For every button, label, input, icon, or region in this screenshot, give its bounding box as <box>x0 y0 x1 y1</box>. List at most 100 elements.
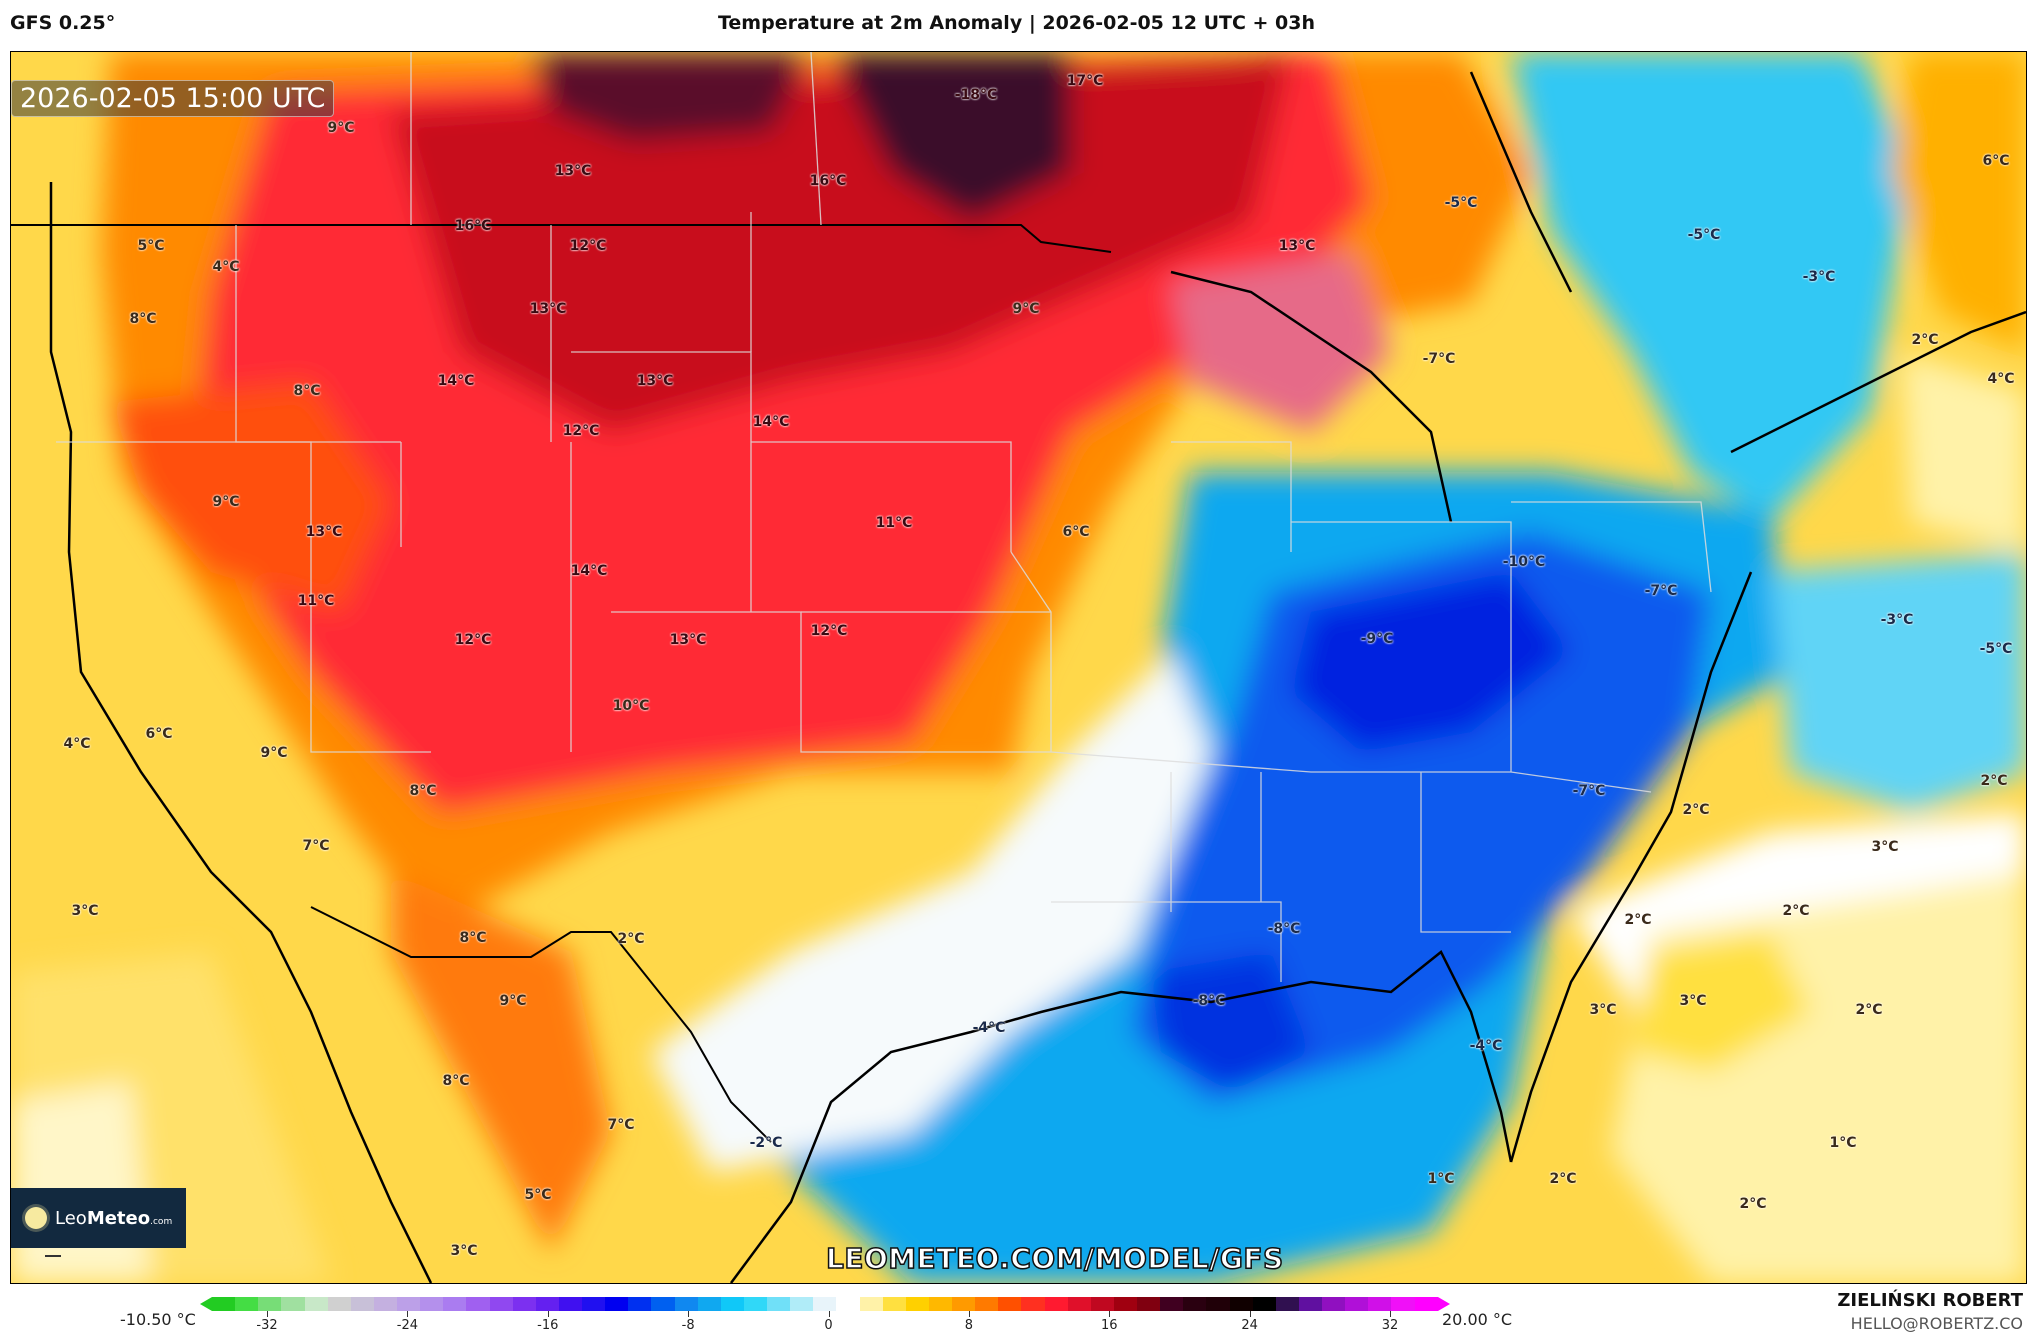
colorbar-max-label: 20.00 °C <box>1442 1310 1513 1329</box>
colorbar-swatch <box>882 1297 906 1311</box>
colorbar-swatch <box>235 1297 259 1311</box>
temperature-label: 3°C <box>71 903 99 919</box>
colorbar-tick-mark <box>1390 1311 1391 1317</box>
temperature-label: 5°C <box>524 1187 552 1203</box>
temperature-label: -18°C <box>954 87 998 103</box>
temperature-label: 2°C <box>1855 1002 1883 1018</box>
temperature-label: 13°C <box>529 301 567 317</box>
temperature-label: 13°C <box>669 632 707 648</box>
colorbar-tick-label: 16 <box>1100 1318 1118 1333</box>
temperature-label: 13°C <box>305 524 343 540</box>
colorbar-tick-label: 32 <box>1381 1318 1399 1333</box>
temperature-label: 4°C <box>1987 371 2015 387</box>
colorbar-swatch <box>512 1297 536 1311</box>
colorbar-swatch <box>1275 1297 1299 1311</box>
temperature-anomaly-map[interactable]: 2026-02-05 15:00 UTC 9°C 13°C 16°C -18°C 17°… <box>10 51 2027 1284</box>
colorbar-swatch <box>1090 1297 1114 1311</box>
author-email[interactable]: HELLO@ROBERTZ.CO <box>1850 1314 2023 1333</box>
colorbar <box>200 1297 1450 1311</box>
temperature-label: -7°C <box>1422 351 1456 367</box>
temperature-label: -9°C <box>1360 631 1394 647</box>
colorbar-swatch <box>582 1297 606 1311</box>
colorbar-swatch <box>1322 1297 1346 1311</box>
colorbar-swatch <box>327 1297 351 1311</box>
colorbar-swatch <box>1044 1297 1068 1311</box>
colorbar-swatch <box>651 1297 675 1311</box>
colorbar-arrow-left <box>200 1297 212 1311</box>
colorbar-swatch <box>743 1297 767 1311</box>
temperature-label: 5°C <box>137 238 165 254</box>
colorbar-swatch <box>1113 1297 1137 1311</box>
temperature-label: 13°C <box>1278 238 1316 254</box>
colorbar-swatch <box>1252 1297 1276 1311</box>
temperature-label: 6°C <box>145 726 173 742</box>
temperature-label: -7°C <box>1572 783 1606 799</box>
temperature-label: -4°C <box>972 1020 1006 1036</box>
colorbar-swatch <box>1160 1297 1184 1311</box>
colorbar-swatch <box>1368 1297 1392 1311</box>
temperature-label: -7°C <box>1644 583 1678 599</box>
temperature-label: 9°C <box>260 745 288 761</box>
colorbar-min-label: -10.50 °C <box>120 1310 196 1329</box>
temperature-label: -3°C <box>1880 612 1914 628</box>
colorbar-tick-label: 0 <box>824 1318 833 1333</box>
colorbar-swatch <box>420 1297 444 1311</box>
temperature-label: 12°C <box>562 423 600 439</box>
temperature-label: 1°C <box>1427 1171 1455 1187</box>
colorbar-tick-mark <box>688 1311 690 1317</box>
temperature-label: 3°C <box>1589 1002 1617 1018</box>
temperature-label: 6°C <box>1982 153 2010 169</box>
temperature-label: 7°C <box>607 1117 635 1133</box>
temperature-label: 11°C <box>875 515 913 531</box>
colorbar-swatch <box>466 1297 490 1311</box>
colorbar-swatch <box>489 1297 513 1311</box>
temperature-label: 11°C <box>297 593 335 609</box>
colorbar-swatch <box>813 1297 837 1311</box>
temperature-label: -5°C <box>1687 227 1721 243</box>
colorbar-swatch <box>836 1297 860 1311</box>
temperature-label: -5°C <box>1979 641 2013 657</box>
colorbar-swatch <box>350 1297 374 1311</box>
colorbar-arrow-right <box>1438 1297 1450 1311</box>
colorbar-swatch <box>720 1297 744 1311</box>
temperature-label: 13°C <box>554 163 592 179</box>
temperature-label: 3°C <box>1871 839 1899 855</box>
author-name: ZIELIŃSKI ROBERT <box>1837 1290 2023 1311</box>
temperature-label: -3°C <box>1802 269 1836 285</box>
colorbar-swatch <box>281 1297 305 1311</box>
colorbar-swatch <box>1067 1297 1091 1311</box>
temperature-label: 7°C <box>302 838 330 854</box>
temperature-label: 4°C <box>212 259 240 275</box>
temperature-label: 16°C <box>454 218 492 234</box>
temperature-label: 4°C <box>63 736 91 752</box>
temperature-label: 2°C <box>1549 1171 1577 1187</box>
temperature-label: -10°C <box>1502 554 1546 570</box>
temperature-label: 8°C <box>459 930 487 946</box>
model-label: GFS 0.25° <box>10 12 116 34</box>
temperature-label: 2°C <box>1624 912 1652 928</box>
colorbar-swatch <box>628 1297 652 1311</box>
leometeo-logo[interactable]: LeoMeteo.com <box>11 1188 186 1248</box>
temperature-label: 12°C <box>810 623 848 639</box>
temperature-label: 2°C <box>1911 332 1939 348</box>
colorbar-swatches <box>212 1297 1438 1311</box>
temperature-label: 2°C <box>1980 773 2008 789</box>
chart-title: Temperature at 2m Anomaly | 2026-02-05 1… <box>717 12 1316 34</box>
colorbar-tick-mark <box>828 1311 830 1317</box>
colorbar-swatch <box>1183 1297 1207 1311</box>
temperature-label: 2°C <box>1782 903 1810 919</box>
temperature-label: -8°C <box>1267 921 1301 937</box>
colorbar-tick-mark <box>968 1311 970 1317</box>
temperature-label: 2°C <box>1682 802 1710 818</box>
temperature-label: 9°C <box>499 993 527 1009</box>
colorbar-tick-label: 8 <box>964 1318 974 1333</box>
colorbar-swatch <box>1391 1297 1415 1311</box>
sun-icon <box>25 1207 47 1229</box>
temperature-label: -8°C <box>1192 993 1226 1009</box>
colorbar-tick-mark <box>407 1311 409 1317</box>
colorbar-swatch <box>952 1297 976 1311</box>
temperature-label: 12°C <box>569 238 607 254</box>
colorbar-swatch <box>1229 1297 1253 1311</box>
colorbar-swatch <box>674 1297 698 1311</box>
temperature-label: 9°C <box>1012 301 1040 317</box>
